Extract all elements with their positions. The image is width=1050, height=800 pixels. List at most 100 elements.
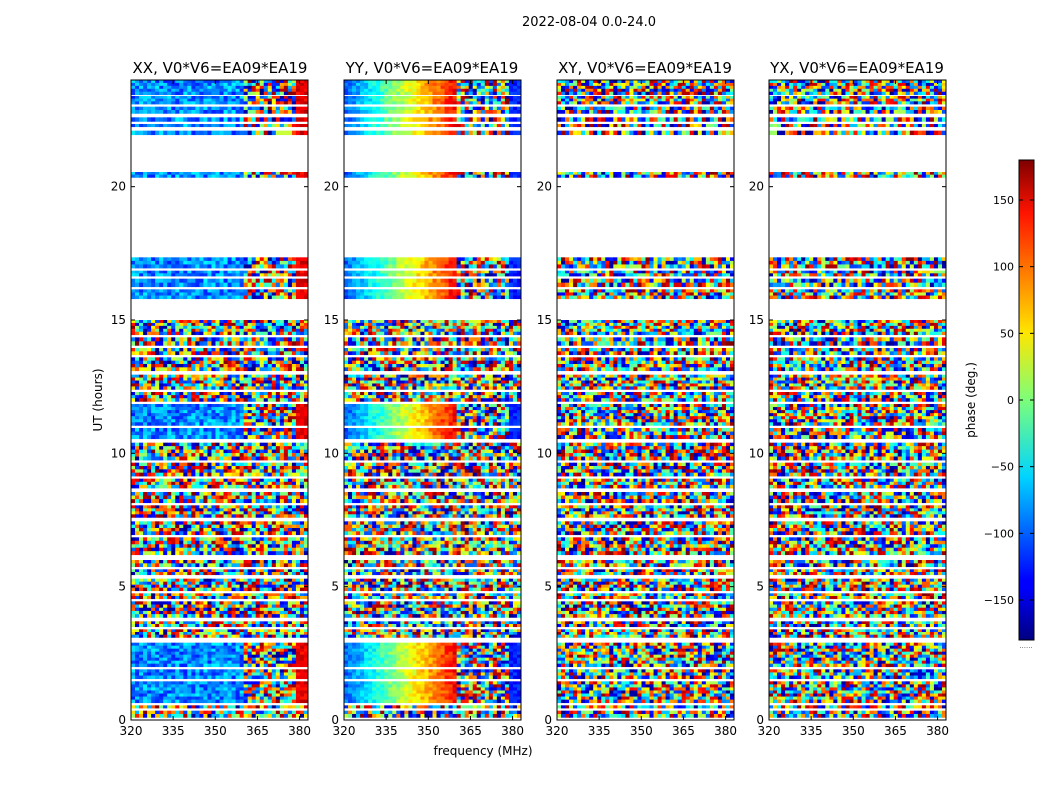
- heatmap-cell: [263, 569, 269, 573]
- heatmap-cell: [183, 508, 188, 512]
- heatmap-cell: [255, 428, 261, 432]
- heatmap-cell: [223, 657, 228, 662]
- heatmap-cell: [151, 395, 156, 399]
- heatmap-cell: [151, 696, 156, 701]
- heatmap-cell: [159, 264, 164, 269]
- heatmap-cell: [231, 404, 236, 408]
- heatmap-cell: [179, 560, 184, 564]
- heatmap-cell: [167, 360, 172, 365]
- heatmap-cell: [175, 499, 180, 504]
- heatmap-cell: [139, 624, 144, 628]
- heatmap-cell: [159, 642, 164, 647]
- heatmap-cell: [219, 505, 224, 509]
- heatmap-cell: [251, 478, 257, 483]
- heatmap-cell: [299, 398, 305, 402]
- heatmap-cell: [183, 435, 188, 440]
- heatmap-cell: [163, 337, 168, 342]
- heatmap-cell: [263, 337, 269, 342]
- heatmap-cell: [147, 462, 152, 467]
- heatmap-cell: [283, 328, 289, 333]
- heatmap-cell: [135, 367, 140, 372]
- heatmap-cell: [247, 419, 253, 423]
- heatmap-cell: [163, 531, 168, 536]
- heatmap-cell: [179, 174, 184, 178]
- heatmap-cell: [131, 629, 136, 633]
- heatmap-cell: [203, 584, 208, 589]
- heatmap-cell: [211, 431, 216, 436]
- heatmap-cell: [243, 431, 249, 436]
- heatmap-cell: [183, 714, 188, 718]
- heatmap-cell: [135, 578, 140, 583]
- heatmap-cell: [163, 614, 168, 618]
- heatmap-cell: [179, 551, 184, 556]
- heatmap-cell: [267, 419, 273, 423]
- heatmap-cell: [135, 380, 140, 384]
- heatmap-cell: [151, 472, 156, 477]
- heatmap-cell: [303, 367, 308, 372]
- heatmap-cell: [267, 386, 273, 390]
- heatmap-cell: [135, 584, 140, 589]
- heatmap-cell: [239, 540, 245, 545]
- heatmap-cell: [183, 660, 188, 665]
- heatmap-cell: [183, 446, 188, 450]
- heatmap-cell: [259, 528, 265, 532]
- heatmap-cell: [171, 629, 176, 633]
- heatmap-cell: [139, 632, 144, 636]
- heatmap-cell: [151, 130, 156, 136]
- heatmap-cell: [291, 264, 297, 269]
- heatmap-cell: [231, 681, 236, 685]
- heatmap-cell: [191, 124, 196, 128]
- heatmap-cell: [279, 292, 285, 296]
- heatmap-cell: [251, 416, 257, 420]
- heatmap-cell: [191, 348, 196, 352]
- heatmap-cell: [267, 348, 273, 352]
- heatmap-cell: [291, 435, 297, 440]
- heatmap-cell: [135, 569, 140, 573]
- heatmap-cell: [147, 645, 152, 650]
- heatmap-cell: [251, 422, 257, 426]
- heatmap-cell: [155, 260, 160, 265]
- heatmap-cell: [283, 469, 289, 474]
- heatmap-cell: [207, 514, 212, 518]
- heatmap-cell: [179, 621, 184, 625]
- heatmap-cell: [131, 328, 136, 333]
- heatmap-cell: [131, 270, 136, 274]
- heatmap-cell: [151, 531, 156, 536]
- heatmap-cell: [139, 174, 144, 178]
- heatmap-cell: [291, 419, 297, 423]
- heatmap-cell: [255, 551, 261, 556]
- heatmap-cell: [271, 466, 277, 470]
- heatmap-cell: [171, 621, 176, 625]
- heatmap-cell: [251, 660, 257, 665]
- heatmap-cell: [211, 416, 216, 420]
- heatmap-cell: [191, 521, 196, 526]
- heatmap-cell: [203, 581, 208, 586]
- heatmap-cell: [295, 544, 301, 549]
- heatmap-cell: [259, 456, 265, 461]
- heatmap-cell: [227, 596, 232, 600]
- heatmap-cell: [163, 428, 168, 432]
- heatmap-cell: [267, 621, 273, 625]
- heatmap-cell: [303, 383, 308, 387]
- heatmap-cell: [243, 282, 249, 288]
- heatmap-cell: [199, 505, 204, 509]
- heatmap-cell: [151, 331, 156, 336]
- heatmap-cell: [167, 325, 172, 330]
- heatmap-cell: [235, 492, 241, 496]
- heatmap-cell: [155, 320, 160, 324]
- heatmap-cell: [267, 663, 273, 668]
- heatmap-cell: [227, 478, 232, 483]
- heatmap-cell: [275, 278, 281, 284]
- heatmap-cell: [291, 629, 297, 633]
- heatmap-cell: [211, 544, 216, 549]
- heatmap-cell: [191, 563, 196, 568]
- heatmap-cell: [139, 431, 144, 436]
- heatmap-cell: [159, 654, 164, 659]
- heatmap-cell: [151, 495, 156, 500]
- heatmap-cell: [187, 572, 192, 576]
- heatmap-cell: [299, 484, 305, 489]
- heatmap-cell: [243, 472, 249, 477]
- heatmap-cell: [151, 660, 156, 665]
- heatmap-cell: [179, 651, 184, 656]
- heatmap-cell: [135, 442, 140, 447]
